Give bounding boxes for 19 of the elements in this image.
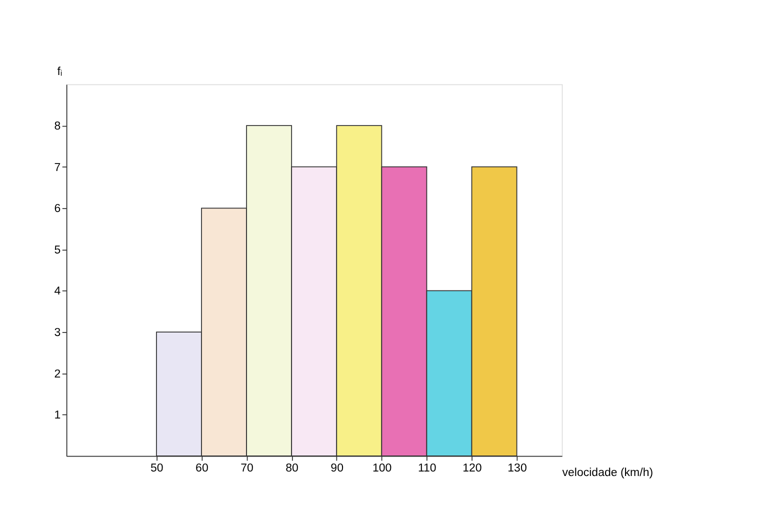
y-tick-label: 2 (54, 368, 61, 380)
y-tick-label: 3 (54, 326, 61, 339)
x-tick-label: 130 (508, 462, 527, 474)
x-tick-label: 50 (150, 462, 164, 474)
x-tick-label: 80 (286, 462, 298, 474)
x-tick-label: 110 (418, 462, 436, 474)
x-tick-label: 90 (330, 462, 344, 474)
x-tick-label: 60 (196, 462, 208, 474)
y-tick-label: 6 (54, 203, 61, 216)
y-tick-label: 5 (54, 244, 61, 256)
y-tick-label: 1 (54, 410, 61, 422)
x-tick-label: 100 (372, 462, 392, 474)
x-tick-label: 70 (240, 462, 254, 474)
y-tick-label: 8 (54, 120, 61, 133)
y-axis-title: fᵢ (57, 66, 62, 78)
y-tick-label: 7 (54, 162, 61, 174)
y-tick-label: 4 (54, 286, 62, 298)
x-tick-label: 120 (462, 462, 482, 474)
x-axis-title: velocidade (km/h) (562, 466, 654, 479)
